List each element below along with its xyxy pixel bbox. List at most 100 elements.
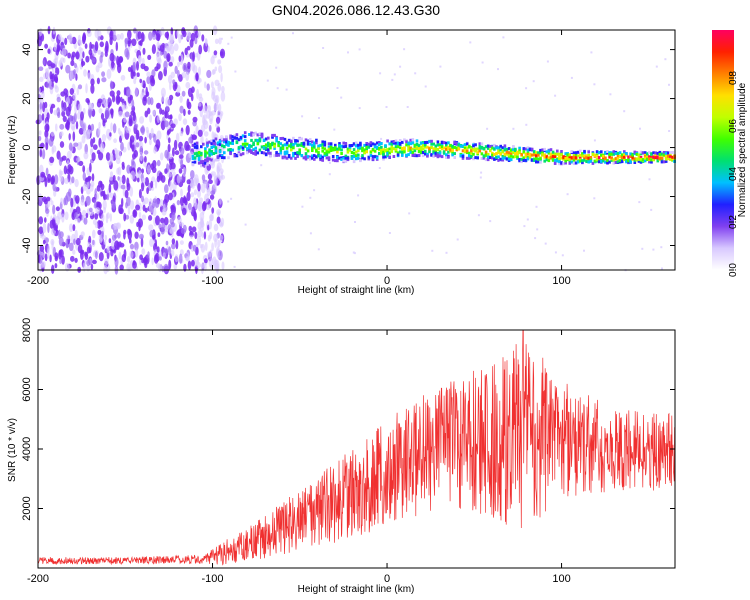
noise-speck — [546, 60, 549, 63]
noise-cell — [56, 45, 61, 52]
ridge-cell — [386, 154, 389, 158]
ridge-cell — [373, 149, 377, 153]
noise-cell — [97, 50, 102, 55]
ridge-cell — [411, 154, 415, 157]
ridge-cell — [543, 155, 546, 159]
noise-cell — [109, 52, 115, 62]
noise-cell — [148, 224, 154, 231]
ridge-cell — [614, 157, 618, 161]
noise-cell — [197, 221, 202, 231]
ridge-cell — [553, 158, 557, 162]
ridge-cell — [302, 141, 306, 145]
ridge-cell — [514, 149, 517, 153]
noise-cell — [156, 159, 161, 167]
noise-cell — [182, 118, 188, 125]
noise-speck — [648, 178, 651, 181]
ridge-cell — [507, 157, 511, 161]
noise-cell — [164, 31, 169, 39]
ridge-cell — [210, 142, 213, 146]
ridge-cell — [191, 163, 195, 167]
ridge-cell — [235, 141, 239, 145]
ridge-cell — [350, 156, 354, 160]
noise-cell — [50, 63, 56, 69]
noise-cell — [116, 222, 122, 230]
noise-cell — [184, 199, 188, 206]
ridge-cell — [478, 149, 482, 153]
ridge-cell — [518, 151, 521, 155]
ridge-cell — [589, 159, 593, 163]
ridge-cell — [223, 138, 226, 142]
ridge-cell — [434, 151, 438, 155]
ridge-cell — [430, 153, 433, 157]
ridge-cell — [229, 134, 232, 138]
ridge-cell — [616, 160, 620, 164]
ridge-cell — [283, 152, 287, 156]
noise-cell — [163, 263, 169, 273]
ridge-cell — [491, 156, 494, 160]
noise-cell — [106, 193, 110, 201]
noise-cell — [191, 86, 195, 93]
noise-cell — [207, 45, 210, 53]
noise-cell — [180, 228, 186, 234]
ridge-cell — [541, 150, 544, 154]
ridge-cell — [269, 146, 272, 150]
noise-cell — [67, 164, 72, 173]
noise-cell — [190, 32, 196, 42]
noise-cell — [117, 232, 121, 239]
noise-cell — [188, 225, 193, 232]
ridge-cell — [363, 151, 366, 155]
noise-cell — [66, 119, 70, 128]
ridge-cell — [484, 145, 488, 149]
ridge-cell — [549, 156, 553, 160]
ridge-cell — [486, 158, 490, 162]
ridge-cell — [392, 155, 396, 158]
ridge-cell — [503, 146, 507, 150]
ridge-cell — [648, 157, 651, 161]
noise-cell — [159, 107, 163, 115]
ridge-cell — [354, 157, 358, 161]
noise-cell — [106, 245, 110, 254]
ridge-cell — [319, 154, 322, 158]
noise-cell — [139, 78, 142, 84]
ridge-cell — [369, 141, 373, 145]
noise-cell — [176, 174, 181, 184]
noise-cell — [143, 162, 148, 167]
noise-cell — [74, 98, 77, 107]
ridge-cell — [191, 154, 195, 158]
ridge-cell — [595, 158, 599, 162]
ridge-cell — [334, 159, 337, 163]
ridge-cell — [522, 147, 526, 151]
ridge-cell — [648, 160, 651, 164]
noise-cell — [126, 263, 130, 272]
ridge-cell — [354, 150, 358, 154]
ridge-cell — [419, 150, 423, 154]
noise-cell — [127, 256, 131, 263]
ridge-cell — [369, 144, 373, 147]
noise-cell — [71, 176, 75, 184]
ridge-cell — [639, 160, 643, 164]
noise-cell — [61, 107, 65, 113]
noise-cell — [94, 41, 99, 52]
noise-speck — [357, 194, 360, 197]
noise-cell — [90, 123, 95, 132]
noise-cell — [156, 130, 162, 140]
ridge-cell — [568, 153, 572, 157]
ridge-cell — [442, 151, 446, 155]
noise-speck — [328, 173, 331, 176]
noise-cell — [173, 43, 179, 52]
noise-cell — [179, 131, 184, 137]
noise-cell — [129, 186, 134, 197]
ridge-cell — [482, 156, 486, 160]
ridge-cell — [354, 141, 358, 145]
noise-cell — [168, 259, 172, 270]
noise-cell — [38, 226, 44, 234]
ridge-cell — [535, 157, 538, 160]
ridge-cell — [361, 156, 364, 160]
ridge-cell — [386, 151, 389, 155]
noise-cell — [132, 260, 137, 269]
ridge-cell — [426, 145, 429, 149]
ridge-cell — [338, 144, 341, 148]
noise-cell — [64, 262, 70, 272]
ridge-cell — [587, 150, 590, 154]
ridge-cell — [281, 156, 285, 160]
